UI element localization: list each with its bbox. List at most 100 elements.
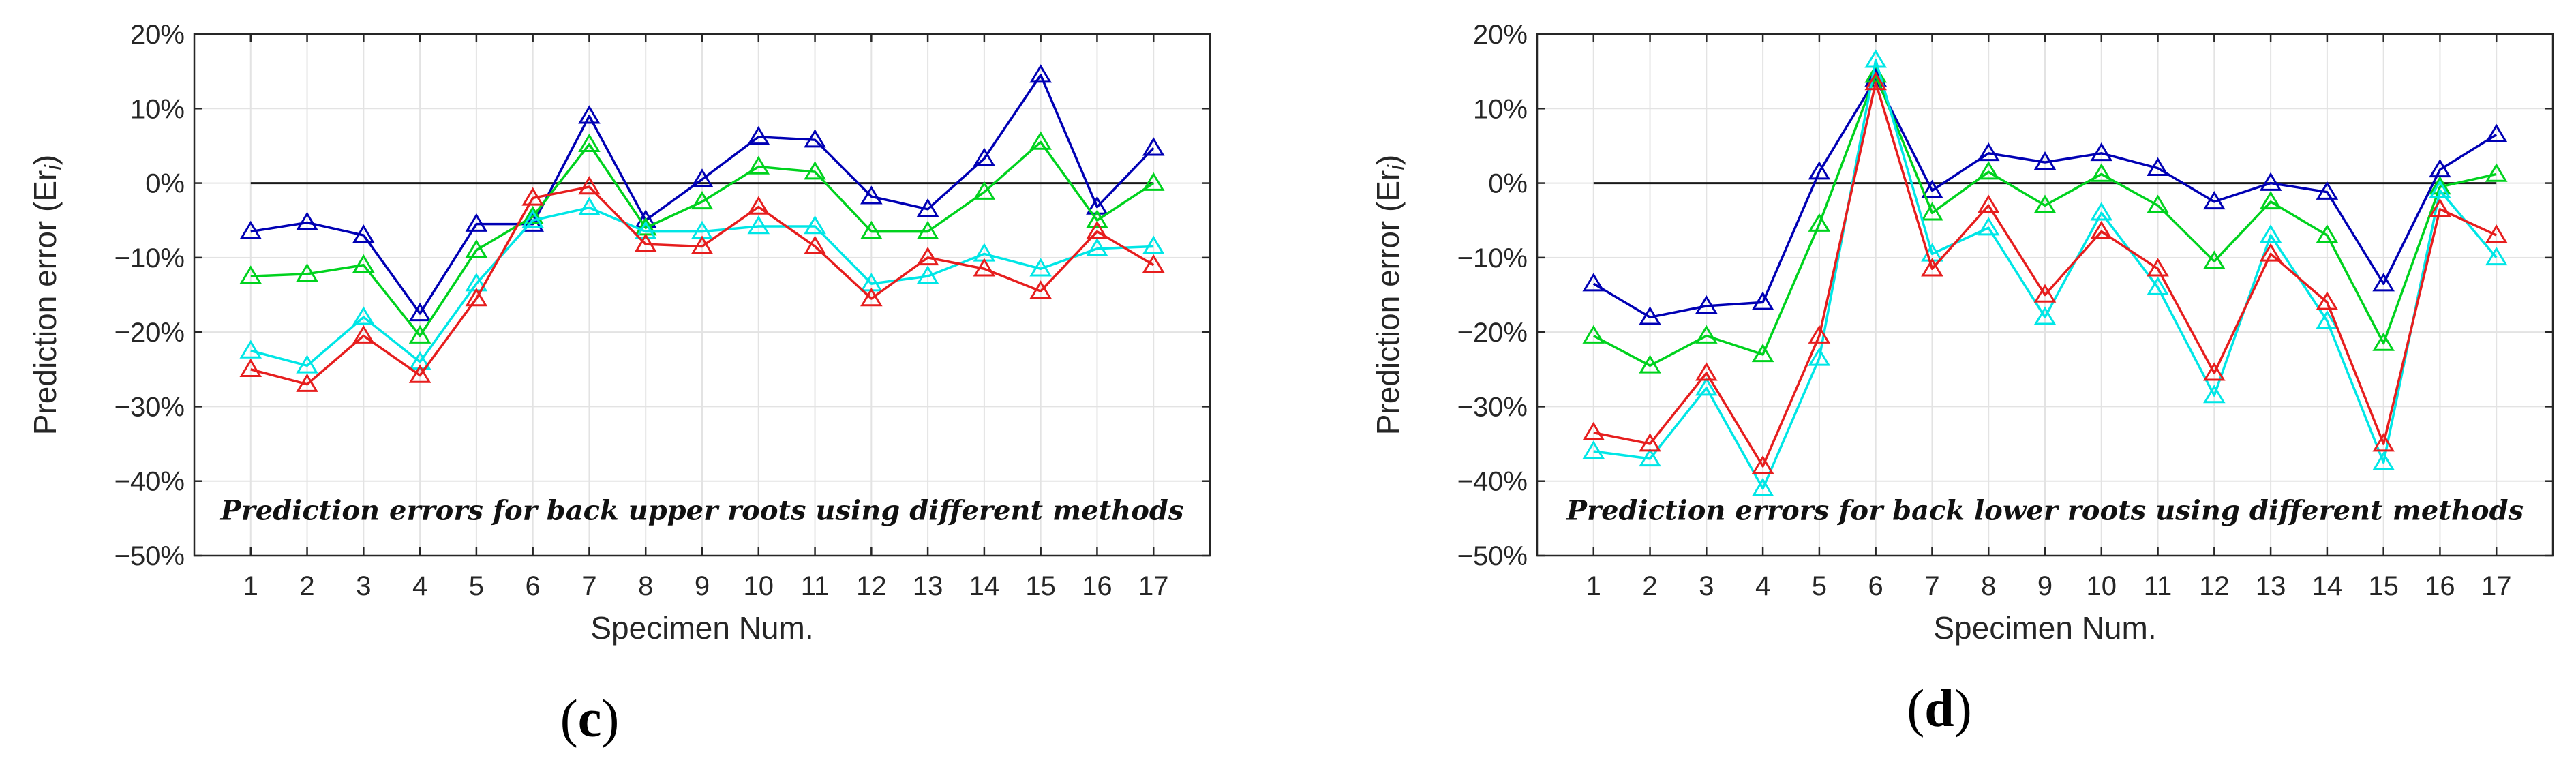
panel-label-c-letter: c <box>578 689 602 748</box>
chart-c-series-cyan-point-17 <box>1142 235 1165 254</box>
chart-d-xtick-label-7: 8 <box>1981 571 1996 601</box>
chart-c-series-cyan-point-1 <box>239 340 262 359</box>
chart-c-xtick-label-14: 15 <box>1025 571 1056 601</box>
chart-c-ytick-label-0: 20% <box>130 20 185 50</box>
chart-d-xtick-label-14: 15 <box>2368 571 2399 601</box>
chart-c-series-cyan-point-6 <box>521 209 544 228</box>
chart-d-series-green-point-2 <box>1639 355 1661 374</box>
chart-d-xtick-label-9: 10 <box>2087 571 2117 601</box>
chart-c-series-green-point-1 <box>239 265 262 284</box>
panel-label-c: (c) <box>560 689 620 748</box>
chart-c-series-red-point-1 <box>239 358 262 378</box>
chart-d-series-cyan-line <box>1593 59 2498 490</box>
chart-c-series-red-point-9 <box>691 235 714 254</box>
chart-d-series-blue-point-5 <box>1808 161 1831 180</box>
chart-d-series-blue-point-15 <box>2372 273 2395 292</box>
chart-d-ytick-label-6: −40% <box>1457 467 1528 497</box>
chart-c-series-green-point-16 <box>1086 209 1108 228</box>
chart-d-xtick-label-0: 1 <box>1586 571 1601 601</box>
chart-d-series-red-point-9 <box>2033 284 2057 303</box>
chart-d-series-cyan-point-14 <box>2316 310 2339 329</box>
chart-c-series-red-point-15 <box>1029 280 1052 299</box>
chart-d-xtick-label-15: 16 <box>2425 571 2455 601</box>
chart-panel-c: 20%10%0%−10%−20%−30%−40%−50%1 2 3 4 5 6 7 8 9 10 1… <box>27 20 1211 646</box>
chart-d-xtick-label-8: 9 <box>2037 571 2052 601</box>
chart-d-series-cyan-point-1 <box>1582 440 1605 459</box>
chart-c-series-blue-point-14 <box>973 147 996 166</box>
chart-d-series-cyan-point-2 <box>1639 448 1661 467</box>
chart-d-series-green-line <box>1592 74 2497 367</box>
chart-c-xtick-label-7: 8 <box>638 571 653 601</box>
chart-d-xtick-label-16: 17 <box>2481 571 2512 601</box>
chart-c-series-blue-point-17 <box>1142 137 1165 156</box>
chart-d-annotation: Prediction errors for back lower roots u… <box>1566 495 2524 527</box>
chart-c-xtick-label-6: 7 <box>581 571 596 601</box>
chart-d-series-green-point-11 <box>2147 194 2169 213</box>
chart-c-xtick-label-9: 10 <box>744 571 774 601</box>
chart-d-series-cyan-point-12 <box>2203 384 2226 404</box>
chart-d-series-red-point-7 <box>1921 258 1943 277</box>
chart-d-series-cyan-point-17 <box>2485 246 2508 266</box>
chart-c-series-red-point-5 <box>465 288 488 307</box>
chart-d-series-green-point-12 <box>2203 250 2226 269</box>
chart-c-ytick-label-4: −20% <box>115 318 185 348</box>
chart-c-series-red-point-4 <box>408 364 431 383</box>
chart-d-series-cyan-point-8 <box>1977 217 2000 236</box>
chart-d-series-red-point-14 <box>2316 291 2339 310</box>
chart-d-series-red-point-10 <box>2090 220 2113 239</box>
chart-c-series-blue-point-12 <box>860 185 883 205</box>
chart-c-series-red-point-3 <box>352 325 375 344</box>
chart-d-xtick-label-5: 6 <box>1868 571 1883 601</box>
chart-c-series-cyan-point-10 <box>747 215 770 235</box>
chart-c-xtick-label-12: 13 <box>913 571 943 601</box>
chart-c-series-blue-point-15 <box>1029 64 1052 83</box>
chart-d-series-cyan-point-11 <box>2147 276 2169 295</box>
chart-d-series-green-point-14 <box>2316 224 2339 243</box>
chart-d-ytick-label-1: 10% <box>1473 94 1528 124</box>
chart-d-series-red-point-8 <box>1977 194 2000 213</box>
chart-c-series-blue-point-16 <box>1086 196 1108 215</box>
chart-d-xlabel: Specimen Num. <box>1933 610 2156 646</box>
chart-d-series-red-point-17 <box>2485 224 2508 243</box>
chart-d-series-cyan-point-6 <box>1864 49 1887 68</box>
chart-c-series-green-point-15 <box>1029 131 1052 150</box>
chart-d-series-red-point-3 <box>1695 362 1718 381</box>
chart-c-series-cyan-point-8 <box>634 220 657 239</box>
chart-c-series-green-point-6 <box>521 205 544 224</box>
chart-c-series-cyan-point-16 <box>1086 237 1108 256</box>
chart-c-xtick-label-8: 9 <box>695 571 710 601</box>
chart-c-annotation: Prediction errors for back upper roots u… <box>220 495 1184 527</box>
chart-d-series-green-point-17 <box>2485 163 2508 182</box>
chart-d-series-red-point-2 <box>1639 433 1661 452</box>
chart-c-series-green-point-7 <box>578 133 601 152</box>
chart-d-ytick-label-5: −30% <box>1457 392 1528 422</box>
chart-d-series-red-point-16 <box>2429 198 2451 217</box>
chart-c-series-blue-point-11 <box>804 129 826 148</box>
chart-c-series-red-point-7 <box>578 176 601 195</box>
panel-label-c-close: ) <box>601 689 619 748</box>
chart-c-series-red-point-2 <box>296 373 318 392</box>
chart-c-ytick-label-2: 0% <box>145 169 185 199</box>
chart-c-series-red-line <box>250 185 1155 386</box>
chart-d-series-blue-point-8 <box>1977 142 2000 162</box>
chart-c-series-green-point-3 <box>352 254 375 273</box>
chart-c-series-blue-point-3 <box>352 224 375 243</box>
chart-d-xtick-label-2: 3 <box>1699 571 1714 601</box>
chart-c-series-cyan-line <box>250 206 1154 367</box>
chart-d-series-green-point-8 <box>1977 161 2000 180</box>
chart-c-series-red-point-8 <box>634 233 657 252</box>
chart-d-series-red-point-1 <box>1582 421 1605 440</box>
chart-d-xtick-label-12: 13 <box>2256 571 2286 601</box>
chart-d-series-blue-point-4 <box>1751 291 1774 310</box>
chart-c-xtick-label-4: 5 <box>469 571 484 601</box>
chart-d-series-green-point-7 <box>1921 202 1943 221</box>
chart-d-series-red-point-4 <box>1751 455 1774 474</box>
chart-d-series-blue-point-11 <box>2147 157 2169 176</box>
chart-d-series-blue-point-17 <box>2485 123 2508 142</box>
chart-c-ytick-label-1: 10% <box>130 94 185 124</box>
chart-c-series-red-point-12 <box>860 288 883 307</box>
chart-c-xtick-label-15: 16 <box>1082 571 1112 601</box>
chart-d-series-red-point-12 <box>2203 362 2226 381</box>
chart-c-series-red-point-6 <box>521 187 544 206</box>
